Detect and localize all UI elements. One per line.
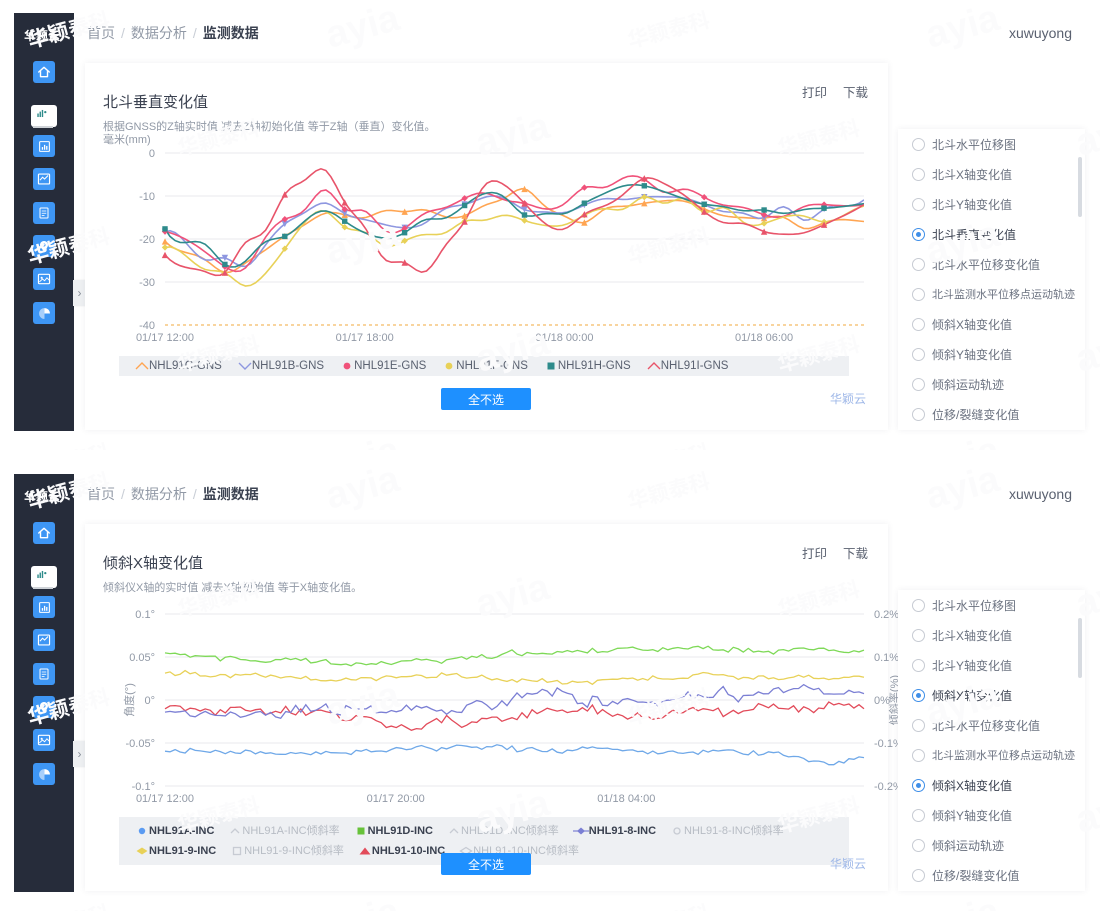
svg-text:-0.1°: -0.1° [132,781,155,793]
svg-text:-20: -20 [139,234,155,246]
svg-text:华颖云: 华颖云 [24,489,60,504]
svg-text:01/18 06:00: 01/18 06:00 [735,332,793,344]
svg-text:01/17 12:00: 01/17 12:00 [136,793,194,805]
svg-text:01/17 12:00: 01/17 12:00 [136,332,194,344]
svg-text:0.1°: 0.1° [135,609,155,621]
svg-text:0.2%: 0.2% [874,609,899,621]
svg-text:01/17 18:00: 01/17 18:00 [336,332,394,344]
svg-text:ayia: ayia [921,0,1004,57]
svg-text:01/18 04:00: 01/18 04:00 [597,793,655,805]
svg-text:-10: -10 [139,191,155,203]
svg-text:0.1%: 0.1% [874,652,899,664]
svg-text:0%: 0% [874,695,890,707]
svg-text:角度(°): 角度(°) [122,683,136,717]
svg-text:-40: -40 [139,320,155,332]
svg-text:0°: 0° [144,695,155,707]
svg-text:ayia: ayia [921,461,1004,518]
svg-text:0: 0 [149,148,155,160]
svg-text:0.05°: 0.05° [129,652,155,664]
svg-text:华颖泰科: 华颖泰科 [625,470,712,514]
svg-text:01/18 00:00: 01/18 00:00 [535,332,593,344]
svg-text:01/17 20:00: 01/17 20:00 [367,793,425,805]
svg-text:-0.05°: -0.05° [126,738,155,750]
svg-text:ayia: ayia [321,461,404,518]
svg-text:华颖云: 华颖云 [24,28,60,43]
svg-text:华颖泰科: 华颖泰科 [625,9,712,53]
svg-text:-30: -30 [139,277,155,289]
svg-text:ayia: ayia [321,0,404,57]
